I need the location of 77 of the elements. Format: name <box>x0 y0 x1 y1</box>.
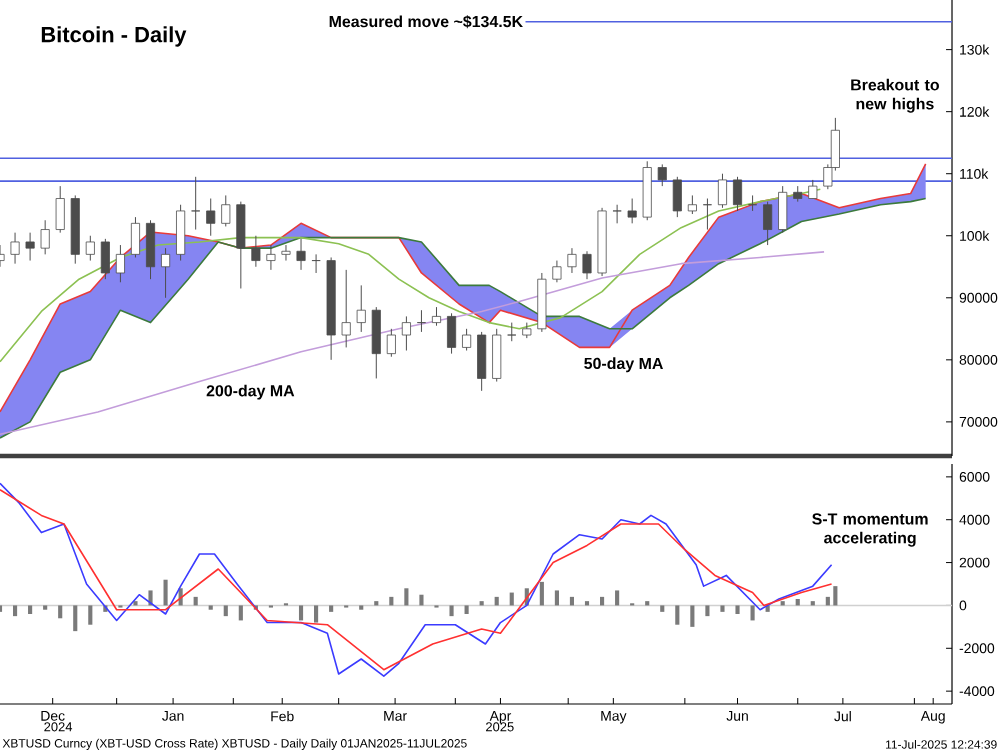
candlestick <box>431 306 442 327</box>
bar <box>449 605 454 617</box>
line-series <box>0 251 825 436</box>
bar <box>58 605 63 619</box>
candlestick <box>130 216 140 258</box>
bar <box>464 605 469 614</box>
candlestick <box>462 328 472 352</box>
candlestick <box>447 312 457 355</box>
candlestick <box>176 204 186 262</box>
candlestick <box>40 219 50 255</box>
bar <box>509 592 514 606</box>
candlestick <box>251 235 261 268</box>
candlestick <box>582 250 592 280</box>
candlestick <box>371 306 381 379</box>
bar <box>599 596 605 606</box>
bar <box>223 605 228 617</box>
candlestick <box>657 163 667 187</box>
bar <box>419 594 424 606</box>
candlestick <box>492 328 502 383</box>
candlestick <box>687 194 697 215</box>
candlestick <box>627 198 637 224</box>
bar <box>163 579 168 606</box>
candlestick <box>778 185 788 234</box>
candlestick <box>296 238 306 271</box>
candlestick <box>717 173 728 209</box>
bar <box>314 605 319 623</box>
bar <box>12 605 18 617</box>
candlestick <box>161 247 171 299</box>
candlestick <box>612 204 622 224</box>
candlestick <box>266 244 276 271</box>
bar <box>675 605 680 625</box>
candlestick <box>221 194 231 227</box>
candlestick <box>206 198 216 237</box>
candlestick <box>85 235 95 262</box>
bar <box>615 590 620 606</box>
bar <box>750 605 755 621</box>
candlestick <box>507 322 517 342</box>
bar <box>569 596 575 606</box>
bar <box>539 581 544 606</box>
candlestick <box>100 238 110 280</box>
bar <box>404 588 409 606</box>
candlestick <box>55 185 65 234</box>
candlestick <box>401 315 411 352</box>
candlestick <box>552 260 562 283</box>
candlestick <box>672 176 682 218</box>
bar <box>494 596 499 606</box>
bar <box>720 605 725 612</box>
text: Bitcoin - Daily <box>41 26 187 47</box>
candlestick <box>281 244 291 262</box>
candlestick <box>145 219 156 280</box>
candlestick <box>191 176 201 231</box>
bar <box>329 605 334 612</box>
bar <box>705 605 710 617</box>
bar <box>833 586 838 606</box>
bar <box>298 605 304 621</box>
candlestick <box>25 232 35 262</box>
bar <box>389 596 394 606</box>
candlestick <box>386 328 396 358</box>
bar <box>88 605 93 625</box>
bar <box>28 605 33 614</box>
bar <box>73 605 78 632</box>
candlestick <box>341 269 351 348</box>
bar <box>554 590 559 606</box>
bar <box>735 605 740 614</box>
bar <box>238 605 243 621</box>
bar <box>193 596 198 606</box>
bar <box>690 605 695 627</box>
candlestick <box>763 201 773 246</box>
candlestick <box>567 247 577 274</box>
candlestick <box>477 331 487 392</box>
bar <box>660 605 665 612</box>
candlestick <box>732 176 743 212</box>
candlestick <box>10 232 20 265</box>
candlestick <box>236 201 246 289</box>
candlestick <box>356 284 366 333</box>
candlestick <box>808 179 818 200</box>
candlestick <box>115 244 125 283</box>
